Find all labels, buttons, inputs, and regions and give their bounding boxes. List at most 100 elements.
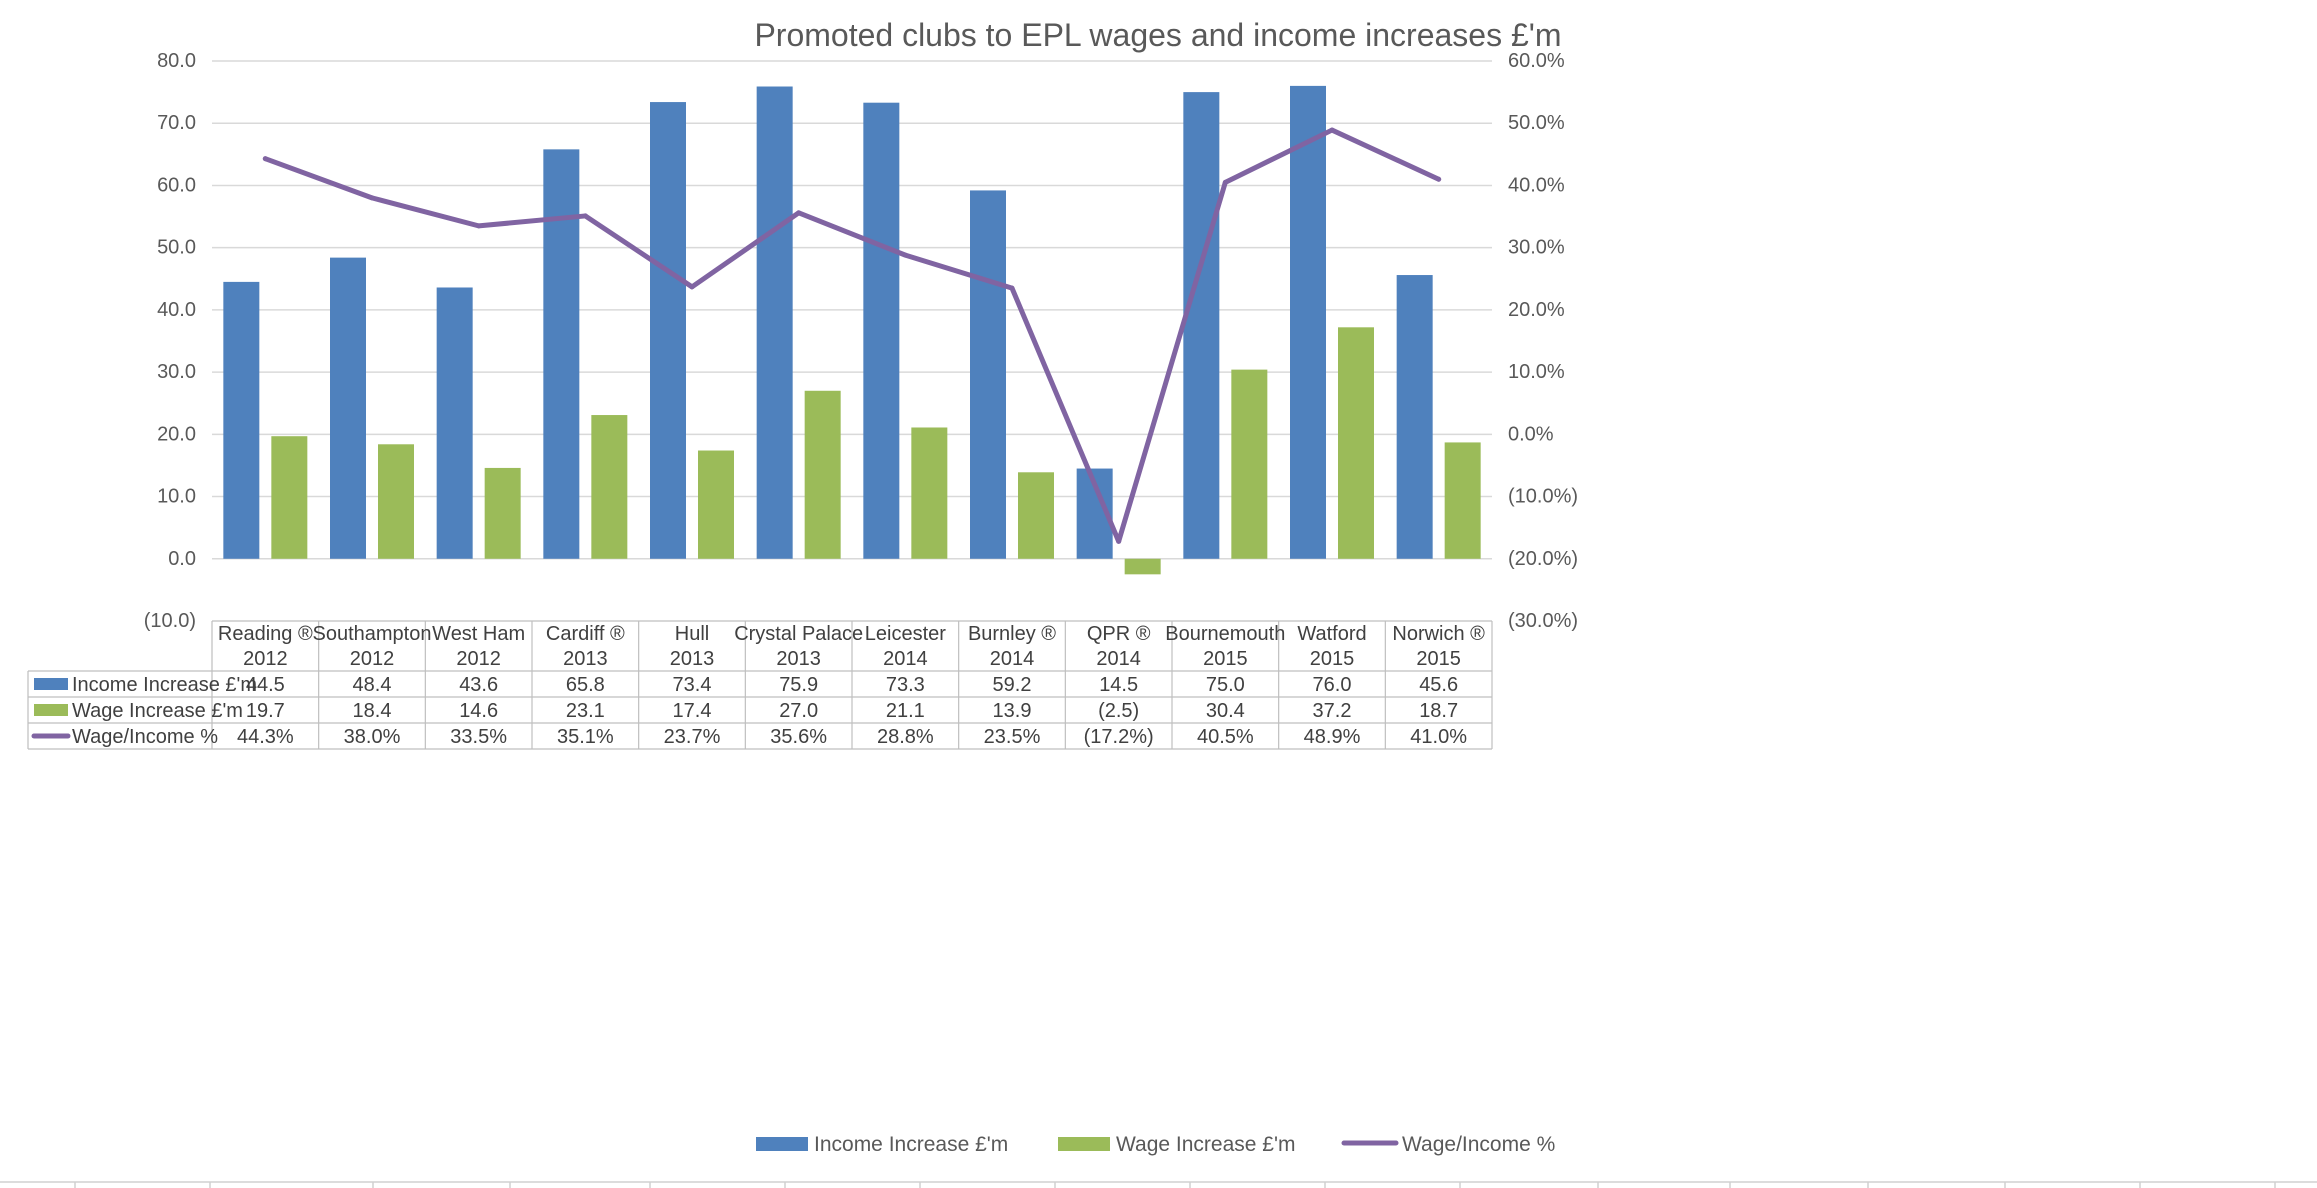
- category-year-label: 2013: [670, 648, 715, 670]
- table-cell: 18.7: [1419, 700, 1458, 722]
- table-cell: 23.5%: [984, 726, 1041, 748]
- table-row-header: Wage Increase £'m: [72, 700, 243, 722]
- category-club-label: Watford: [1297, 623, 1366, 645]
- category-club-label: Cardiff ®: [546, 623, 625, 645]
- category-club-label: Reading ®: [218, 623, 313, 645]
- category-club-label: Norwich ®: [1392, 623, 1485, 645]
- table-cell: 19.7: [246, 700, 285, 722]
- bar-wage: [1338, 327, 1374, 559]
- line-series: [262, 127, 1442, 544]
- category-year-label: 2013: [563, 648, 608, 670]
- table-cell: 33.5%: [450, 726, 507, 748]
- left-tick-label: 10.0: [157, 486, 196, 508]
- right-tick-label: 10.0%: [1508, 361, 1565, 383]
- table-cell: 28.8%: [877, 726, 934, 748]
- left-tick-label: 60.0: [157, 174, 196, 196]
- line-point: [582, 213, 588, 219]
- right-tick-label: (30.0%): [1508, 610, 1578, 632]
- bar-income: [1183, 92, 1220, 559]
- bar-wage: [804, 390, 841, 559]
- bar-income: [970, 190, 1006, 559]
- category-year-label: 2014: [1096, 648, 1141, 670]
- table-cell: 17.4: [673, 700, 712, 722]
- category-year-label: 2015: [1416, 648, 1461, 670]
- table-row-header: Wage/Income %: [72, 726, 218, 748]
- wage-income-line: [262, 127, 1442, 544]
- table-cell: 73.4: [673, 674, 712, 696]
- right-tick-label: (20.0%): [1508, 548, 1578, 570]
- category-year-label: 2015: [1310, 648, 1355, 670]
- bar-income: [223, 281, 260, 559]
- left-tick-label: 20.0: [157, 423, 196, 445]
- table-key-swatch: [34, 704, 68, 716]
- category-club-label: Crystal Palace: [734, 623, 863, 645]
- category-club-label: Bournemouth: [1165, 623, 1285, 645]
- table-cell: 75.0: [1206, 674, 1245, 696]
- table-cell: 38.0%: [344, 726, 401, 748]
- right-axis: 60.0% 50.0% 40.0% 30.0% 20.0% 10.0% 0.0% (10.0%…: [1508, 50, 1578, 632]
- table-key-swatch: [34, 678, 68, 690]
- legend: Income Increase £'m Wage Increase £'m Wage…: [756, 1133, 1555, 1156]
- bar-income: [863, 102, 900, 559]
- table-cell: 75.9: [779, 674, 818, 696]
- category-year-label: 2013: [776, 648, 821, 670]
- table-cell: 30.4: [1206, 700, 1245, 722]
- bar-wage: [911, 427, 948, 559]
- line-point: [369, 195, 375, 201]
- table-cell: 41.0%: [1410, 726, 1467, 748]
- table-cell: 44.5: [246, 674, 285, 696]
- category-year-label: 2015: [1203, 648, 1248, 670]
- table-cell: 23.1: [566, 700, 605, 722]
- legend-swatch: [756, 1137, 808, 1151]
- line-point: [796, 210, 802, 216]
- category-club-label: Burnley ®: [968, 623, 1056, 645]
- table-cell: 44.3%: [237, 726, 294, 748]
- right-tick-label: 40.0%: [1508, 174, 1565, 196]
- gridlines: [212, 60, 1492, 560]
- table-cell: (17.2%): [1084, 726, 1154, 748]
- table-cell: 73.3: [886, 674, 925, 696]
- bar-income: [543, 149, 580, 559]
- left-axis: 80.0 70.0 60.0 50.0 40.0 30.0 20.0 10.0 0.0 (10.0…: [144, 50, 196, 632]
- table-cell: 13.9: [993, 700, 1032, 722]
- table-cell: 23.7%: [664, 726, 721, 748]
- category-year-label: 2014: [883, 648, 928, 670]
- right-tick-label: 0.0%: [1508, 423, 1554, 445]
- table-cell: 48.4: [353, 674, 392, 696]
- legend-label: Wage Increase £'m: [1116, 1133, 1295, 1156]
- category-club-label: Leicester: [865, 623, 946, 645]
- line-point: [1116, 538, 1122, 544]
- bar-wage: [1018, 472, 1054, 559]
- legend-swatch: [1058, 1137, 1110, 1151]
- right-tick-label: 50.0%: [1508, 112, 1565, 134]
- table-cell: 14.5: [1099, 674, 1138, 696]
- table-cell: 40.5%: [1197, 726, 1254, 748]
- bar-wage: [1124, 558, 1161, 575]
- table-cell: 59.2: [993, 674, 1032, 696]
- legend-label: Income Increase £'m: [814, 1133, 1008, 1156]
- bar-wage: [591, 415, 628, 559]
- bar-wage: [1444, 442, 1481, 559]
- sheet-grid-strip: [0, 1181, 2317, 1188]
- bar-income: [756, 86, 793, 559]
- category-club-label: Hull: [675, 623, 709, 645]
- category-year-label: 2012: [350, 648, 395, 670]
- bar-wage: [378, 444, 414, 559]
- left-tick-label: 80.0: [157, 50, 196, 72]
- line-point: [262, 156, 268, 162]
- chart-title: Promoted clubs to EPL wages and income i…: [754, 17, 1561, 53]
- table-row-header: Income Increase £'m: [72, 674, 257, 696]
- bar-wage: [484, 467, 521, 559]
- category-year-label: 2014: [990, 648, 1035, 670]
- table-cell: 45.6: [1419, 674, 1458, 696]
- line-point: [689, 284, 695, 290]
- table-cell: 76.0: [1313, 674, 1352, 696]
- right-tick-label: (10.0%): [1508, 486, 1578, 508]
- line-point: [1329, 127, 1335, 133]
- table-cell: 37.2: [1313, 700, 1352, 722]
- left-tick-label: (10.0): [144, 610, 196, 632]
- category-club-label: Southampton: [313, 623, 432, 645]
- category-club-label: West Ham: [432, 623, 525, 645]
- legend-label: Wage/Income %: [1402, 1133, 1555, 1156]
- table-cell: 18.4: [353, 700, 392, 722]
